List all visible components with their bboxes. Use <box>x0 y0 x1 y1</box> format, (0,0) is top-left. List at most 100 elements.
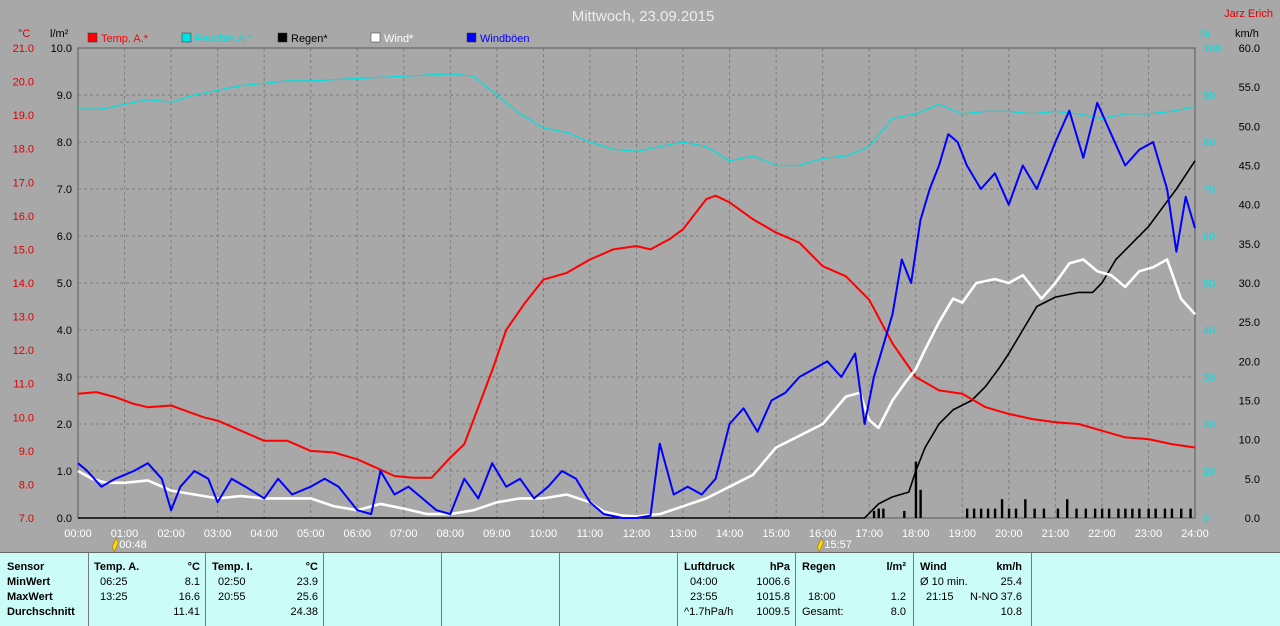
sensor-header: Sensor <box>7 561 45 573</box>
x-tick-label: 16:00 <box>809 528 837 540</box>
temp-tick-label: 14.0 <box>13 278 34 290</box>
rain-bar <box>882 508 885 518</box>
temp-tick-label: 17.0 <box>13 177 34 189</box>
rain-bar <box>1124 508 1127 518</box>
temp-tick-label: 12.0 <box>13 345 34 357</box>
x-tick-label: 12:00 <box>623 528 651 540</box>
temp-tick-label: 7.0 <box>19 513 34 525</box>
rain-bar <box>1075 508 1078 518</box>
legend-swatch <box>181 32 192 43</box>
rain-bar <box>979 508 983 518</box>
temp-i-unit: °C <box>305 561 318 573</box>
temp-a-max-time: 13:25 <box>100 591 128 603</box>
x-tick-label: 22:00 <box>1088 528 1116 540</box>
wind-tick-label: 35.0 <box>1239 239 1260 251</box>
legend-entry: Feuchte A.* <box>195 33 253 45</box>
humidity-tick-label: 30 <box>1203 372 1215 384</box>
wind-tick-label: 5.0 <box>1245 474 1260 486</box>
temp-a-header: Temp. A. <box>94 561 140 573</box>
wind-header: Wind <box>920 561 947 573</box>
x-tick-label: 17:00 <box>855 528 883 540</box>
rain-total-value: 8.0 <box>890 606 906 618</box>
pressure-header: Luftdruck <box>684 561 735 573</box>
rain-axis-unit: l/m² <box>50 28 69 40</box>
rain-bar <box>872 510 876 518</box>
rain-tick-label: 1.0 <box>57 466 72 478</box>
legend-entry: Regen* <box>291 33 328 45</box>
temp-a-avg: 11.41 <box>173 606 200 618</box>
rain-header: Regen <box>802 561 836 573</box>
weather-chart: 00:00 01:00 02:00 03:00 04:00 05:00 06:00 07:00… <box>12 8 1273 553</box>
rain-tick-label: 9.0 <box>57 90 72 102</box>
humidity-tick-label: 40 <box>1203 325 1215 337</box>
rain-bar <box>1138 508 1141 518</box>
wind-tick-label: 60.0 <box>1239 43 1260 55</box>
rain-unit: l/m² <box>886 561 906 573</box>
legend-entry: Wind* <box>384 33 414 45</box>
rain-bar <box>1100 508 1104 518</box>
rain-bar <box>1042 508 1046 518</box>
rain-bar <box>1093 508 1097 518</box>
rain-bar <box>1117 508 1120 518</box>
temp-tick-label: 21.0 <box>13 43 34 55</box>
series-line-2 <box>78 160 1196 519</box>
rain-tick-label: 2.0 <box>57 419 72 431</box>
wind-tick-label: 40.0 <box>1239 200 1260 212</box>
x-tick-label: 19:00 <box>949 528 977 540</box>
humidity-tick-label: 20 <box>1203 419 1215 431</box>
rain-tick-label: 4.0 <box>57 325 72 337</box>
marker-label: 15:57 <box>824 539 852 551</box>
legend-swatch <box>466 32 477 43</box>
rain-tick-label: 10.0 <box>51 43 72 55</box>
temp-i-max-value: 25.6 <box>296 591 318 603</box>
series-line-1 <box>78 73 1196 167</box>
x-tick-label: 10:00 <box>530 528 558 540</box>
x-tick-label: 03:00 <box>204 528 232 540</box>
rain-bar <box>1180 508 1183 518</box>
wind-tick-label: 20.0 <box>1239 356 1260 368</box>
pressure-min-time: 04:00 <box>690 576 718 588</box>
rain-bar <box>972 508 976 518</box>
rain-bar <box>1000 499 1004 518</box>
x-tick-label: 02:00 <box>157 528 185 540</box>
temp-a-max-value: 16.6 <box>178 591 200 603</box>
wind-tick-label: 50.0 <box>1239 121 1260 133</box>
row-label-avg: Durchschnitt <box>7 606 75 618</box>
statistics-panel: Sensor MinWert MaxWert Durchschnitt Temp… <box>0 552 1280 626</box>
humidity-tick-label: 10 <box>1203 466 1215 478</box>
temp-tick-label: 16.0 <box>13 211 34 223</box>
x-tick-label: 11:00 <box>577 528 604 540</box>
x-tick-label: 07:00 <box>390 528 418 540</box>
pressure-min-value: 1006.6 <box>756 576 790 588</box>
rain-bar <box>986 508 990 518</box>
temp-tick-label: 19.0 <box>13 110 34 122</box>
pressure-trend-label: ^1.7hPa/h <box>684 606 734 618</box>
pressure-max-value: 1015.8 <box>756 591 790 603</box>
wind-max-time: 21:15 <box>926 591 954 603</box>
temp-tick-label: 9.0 <box>19 446 34 458</box>
rain-bar <box>1147 508 1150 518</box>
rain-bar <box>1107 508 1111 518</box>
series-line-0 <box>77 194 1196 479</box>
wind-tick-label: 45.0 <box>1239 161 1260 173</box>
rain-bar <box>877 508 880 518</box>
x-tick-label: 04:00 <box>250 528 278 540</box>
wind-avg10-label: Ø 10 min. <box>920 576 968 588</box>
stats-divider <box>323 553 324 626</box>
rain-tick-label: 5.0 <box>57 278 72 290</box>
rain-bar <box>1066 499 1069 518</box>
rain-tick-label: 6.0 <box>57 231 72 243</box>
wind-avg10-value: 25.4 <box>1000 576 1022 588</box>
wind-tick-label: 15.0 <box>1239 396 1260 408</box>
rain-bar <box>965 508 969 518</box>
series-line-4 <box>77 101 1196 519</box>
marker-icon <box>817 537 824 553</box>
rain-bar <box>1084 508 1088 518</box>
rain-max-time: 18:00 <box>808 591 836 603</box>
temp-tick-label: 13.0 <box>13 312 34 324</box>
temp-tick-label: 10.0 <box>13 412 34 424</box>
wind-max-value: 37.6 <box>1000 591 1022 603</box>
x-tick-label: 23:00 <box>1135 528 1163 540</box>
x-tick-label: 01:00 <box>111 528 139 540</box>
temp-a-unit: °C <box>187 561 200 573</box>
